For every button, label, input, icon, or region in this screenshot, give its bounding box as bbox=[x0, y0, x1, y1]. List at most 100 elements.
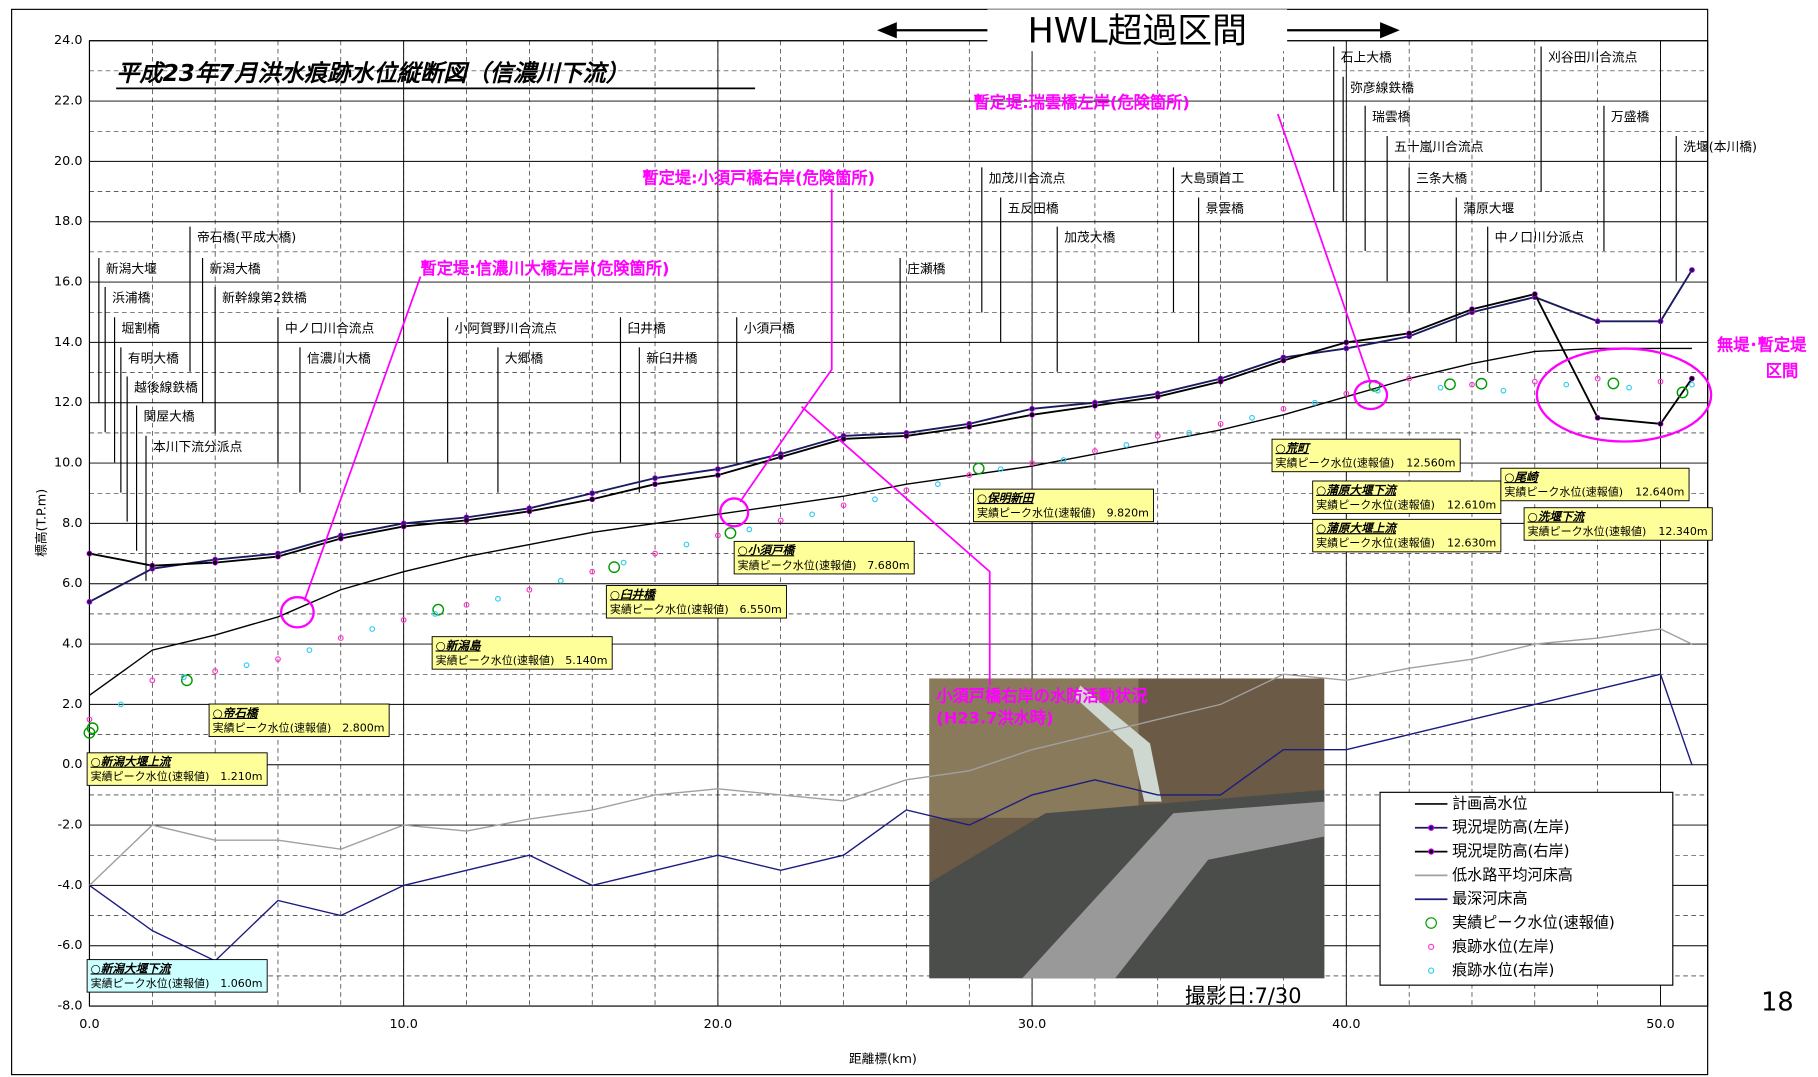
trace-point bbox=[966, 472, 973, 479]
legend-label: 痕跡水位(右岸) bbox=[1452, 961, 1554, 979]
y-tick-label: 0.0 bbox=[62, 757, 82, 772]
hwl-arrowhead bbox=[1380, 22, 1400, 39]
x-tick-label: 0.0 bbox=[79, 1017, 99, 1032]
x-tick-label: 40.0 bbox=[1332, 1017, 1360, 1032]
annotation: 区間 bbox=[1766, 361, 1799, 380]
peak-point bbox=[724, 527, 737, 539]
y-axis-label: 標高(T.P.m) bbox=[33, 489, 49, 557]
callout-caption: 実績ピーク水位(速報値) bbox=[1528, 524, 1647, 538]
y-tick-label: 2.0 bbox=[62, 697, 82, 712]
hwl-bg bbox=[987, 9, 1288, 52]
trace-point bbox=[1092, 448, 1098, 454]
photo-caption: (H23.7洪水時) bbox=[936, 709, 1053, 728]
callout-box bbox=[86, 752, 268, 786]
legend-box bbox=[1379, 791, 1674, 986]
trace-point bbox=[683, 541, 690, 548]
callout-title: ○洗堰下流 bbox=[1528, 510, 1587, 524]
callout-box bbox=[733, 540, 915, 575]
callout-box bbox=[605, 585, 787, 619]
landmark-label: 大島頭首工 bbox=[1180, 171, 1244, 186]
landmark-label: 新幹線第2鉄橋 bbox=[222, 290, 307, 306]
series-line bbox=[88, 628, 1693, 886]
series-point bbox=[966, 423, 973, 430]
callout-value: 12.640m bbox=[1635, 486, 1684, 499]
series-point bbox=[463, 517, 470, 524]
trace-point bbox=[275, 656, 281, 663]
callout-caption: 実績ピーク水位(速報値) bbox=[1504, 485, 1623, 499]
callout-box bbox=[1271, 438, 1461, 473]
series-point bbox=[1343, 339, 1350, 346]
series-point bbox=[149, 562, 156, 569]
series-point bbox=[840, 436, 847, 442]
y-tick-label: 16.0 bbox=[54, 275, 82, 290]
trace-point bbox=[463, 601, 470, 608]
landmark-label: 万盛橋 bbox=[1611, 110, 1650, 125]
trace-point bbox=[306, 647, 313, 654]
trace-point bbox=[1374, 387, 1381, 394]
y-tick-label: 20.0 bbox=[54, 154, 82, 169]
trace-point bbox=[1060, 457, 1067, 463]
y-tick-label: -6.0 bbox=[58, 938, 83, 953]
callout-value: 2.800m bbox=[342, 721, 384, 734]
callout-value: 6.550m bbox=[740, 603, 782, 616]
peak-point bbox=[1607, 377, 1620, 390]
legend-swatch bbox=[1428, 967, 1435, 974]
callout-caption: 実績ピーク水位(速報値) bbox=[738, 558, 857, 572]
callout-caption: 実績ピーク水位(速報値) bbox=[1316, 497, 1435, 511]
trace-point bbox=[1406, 375, 1413, 382]
y-tick-label: 24.0 bbox=[54, 33, 82, 48]
trace-point bbox=[1563, 381, 1570, 388]
callout-title: ○蒲原大堰下流 bbox=[1316, 483, 1398, 497]
landmark-label: 関屋大橋 bbox=[144, 410, 195, 425]
callout-value: 12.340m bbox=[1658, 525, 1707, 538]
callout-title: ○新潟大堰下流 bbox=[91, 961, 173, 975]
trace-point bbox=[1154, 433, 1161, 439]
series-point bbox=[526, 508, 533, 515]
callout-box bbox=[1312, 518, 1502, 553]
x-tick-label: 10.0 bbox=[389, 1017, 417, 1032]
trace-point bbox=[337, 635, 344, 641]
callout-box bbox=[973, 488, 1154, 523]
callout-title: ○新潟大堰上流 bbox=[91, 755, 173, 769]
series-point bbox=[1029, 405, 1035, 412]
trace-point bbox=[180, 674, 187, 681]
callout-value: 1.210m bbox=[220, 770, 262, 783]
landmark-label: 小須戸橋 bbox=[744, 321, 795, 336]
trace-point bbox=[495, 595, 501, 602]
callout-caption: 実績ピーク水位(速報値) bbox=[91, 769, 210, 783]
trace-point bbox=[86, 716, 93, 723]
series-point bbox=[714, 466, 721, 473]
callout-title: ○荒町 bbox=[1276, 441, 1312, 455]
y-tick-label: 8.0 bbox=[62, 516, 82, 531]
landmark-label: 信濃川大橋 bbox=[307, 352, 371, 367]
trace-point bbox=[1531, 378, 1538, 385]
trace-point bbox=[243, 662, 250, 669]
callout-box bbox=[1312, 480, 1502, 514]
y-tick-label: -4.0 bbox=[58, 878, 83, 893]
landmark-label: 加茂大橋 bbox=[1064, 231, 1115, 246]
series-point bbox=[1689, 375, 1695, 382]
x-axis-label: 距離標(km) bbox=[849, 1052, 917, 1067]
legend-swatch bbox=[1425, 917, 1437, 929]
series-line bbox=[89, 673, 1693, 962]
trace-point bbox=[1311, 399, 1318, 406]
legend-label: 現況堤防高(左岸) bbox=[1452, 818, 1569, 836]
callout-box bbox=[1500, 467, 1690, 502]
callout-box bbox=[208, 703, 390, 738]
leader bbox=[1277, 113, 1372, 384]
hwl-arrowhead bbox=[877, 22, 897, 39]
y-tick-label: 22.0 bbox=[54, 94, 82, 109]
landmark-label: 浜浦橋 bbox=[112, 291, 151, 306]
landmark-label: 小阿賀野川合流点 bbox=[455, 321, 557, 336]
legend-label: 実績ピーク水位(速報値) bbox=[1452, 914, 1615, 932]
trace-point bbox=[872, 496, 878, 503]
series-point bbox=[337, 535, 344, 542]
peak-point bbox=[608, 561, 621, 574]
hwl-label: HWL超過区間 bbox=[1028, 12, 1247, 52]
series-point bbox=[1594, 414, 1601, 421]
trace-point bbox=[840, 502, 847, 509]
trace-point bbox=[903, 487, 910, 494]
landmark-label: 新潟大橋 bbox=[210, 261, 261, 277]
leader bbox=[800, 405, 991, 686]
series-point bbox=[1154, 393, 1161, 400]
